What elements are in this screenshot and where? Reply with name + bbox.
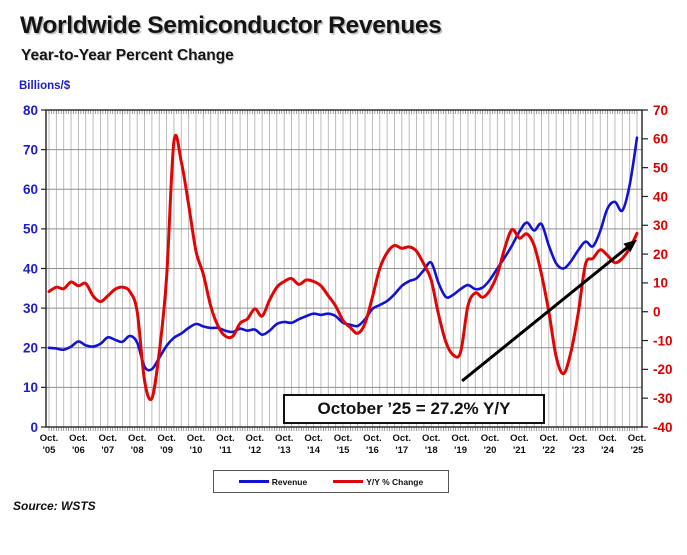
svg-text:Oct.: Oct.	[598, 433, 616, 444]
svg-text:60: 60	[653, 132, 668, 147]
annotation-callout-box: October ’25 = 27.2% Y/Y	[283, 394, 545, 424]
svg-text:80: 80	[23, 103, 38, 118]
svg-text:-20: -20	[653, 362, 673, 377]
yoy-line-swatch	[333, 480, 364, 483]
svg-text:'07: '07	[101, 445, 114, 456]
svg-text:'05: '05	[43, 445, 57, 456]
svg-text:10: 10	[653, 276, 668, 291]
svg-text:'21: '21	[513, 445, 527, 456]
svg-text:'20: '20	[484, 445, 497, 456]
chart-subtitle: Year-to-Year Percent Change	[21, 47, 234, 64]
svg-text:-30: -30	[653, 391, 673, 406]
svg-text:Oct.: Oct.	[451, 433, 469, 444]
svg-text:20: 20	[653, 247, 668, 262]
svg-text:50: 50	[653, 160, 668, 175]
x-axis-labels: Oct.'05Oct.'06Oct.'07Oct.'08Oct.'09Oct.'…	[40, 433, 646, 456]
svg-text:30: 30	[23, 301, 38, 316]
svg-text:70: 70	[653, 103, 668, 118]
svg-text:Oct.: Oct.	[363, 433, 381, 444]
svg-text:'25: '25	[631, 445, 645, 456]
svg-text:0: 0	[653, 305, 661, 320]
svg-text:Oct.: Oct.	[216, 433, 234, 444]
svg-text:Oct.: Oct.	[275, 433, 293, 444]
svg-text:60: 60	[23, 182, 38, 197]
svg-text:'06: '06	[72, 445, 85, 456]
left-axis-unit-label: Billions/$	[19, 80, 71, 92]
legend-label-revenue: Revenue	[271, 476, 308, 487]
svg-text:Oct.: Oct.	[69, 433, 87, 444]
svg-text:'15: '15	[337, 445, 351, 456]
svg-text:-40: -40	[653, 420, 673, 435]
svg-text:'09: '09	[160, 445, 173, 456]
svg-text:'08: '08	[131, 445, 144, 456]
chart-legend: Revenue Y/Y % Change	[213, 470, 449, 493]
svg-text:Oct.: Oct.	[569, 433, 587, 444]
svg-text:Oct.: Oct.	[304, 433, 322, 444]
svg-text:40: 40	[653, 189, 668, 204]
chart-title: Worldwide Semiconductor Revenues	[20, 12, 442, 39]
svg-text:70: 70	[23, 142, 38, 157]
legend-item-yoy-change: Y/Y % Change	[333, 477, 423, 487]
svg-text:-10: -10	[653, 333, 673, 348]
svg-text:'24: '24	[601, 445, 615, 456]
svg-text:'18: '18	[425, 445, 438, 456]
svg-text:Oct.: Oct.	[128, 433, 146, 444]
svg-text:Oct.: Oct.	[157, 433, 175, 444]
svg-text:50: 50	[23, 222, 38, 237]
svg-text:'14: '14	[307, 445, 321, 456]
svg-text:Oct.: Oct.	[510, 433, 528, 444]
source-attribution: Source: WSTS	[13, 499, 96, 513]
svg-text:'19: '19	[454, 445, 467, 456]
yoy-change-line	[47, 133, 639, 402]
svg-text:0: 0	[30, 420, 38, 435]
legend-item-revenue: Revenue	[238, 476, 308, 487]
svg-text:'13: '13	[278, 445, 291, 456]
svg-text:Oct.: Oct.	[187, 433, 205, 444]
horizontal-gridlines	[46, 149, 642, 388]
svg-text:Oct.: Oct.	[393, 433, 411, 444]
svg-text:Oct.: Oct.	[481, 433, 499, 444]
svg-text:40: 40	[23, 261, 38, 276]
svg-text:'12: '12	[248, 445, 261, 456]
revenue-line-swatch	[238, 480, 269, 483]
svg-text:'11: '11	[219, 445, 232, 456]
svg-text:Oct.: Oct.	[99, 433, 117, 444]
svg-text:Oct.: Oct.	[422, 433, 440, 444]
svg-text:'23: '23	[572, 445, 585, 456]
legend-label-yoy-change: Y/Y % Change	[366, 476, 424, 487]
svg-text:'10: '10	[190, 445, 203, 456]
svg-text:10: 10	[23, 380, 38, 395]
svg-text:Oct.: Oct.	[40, 433, 58, 444]
svg-text:Oct.: Oct.	[540, 433, 558, 444]
svg-text:Oct.: Oct.	[628, 433, 646, 444]
svg-text:20: 20	[23, 341, 38, 356]
svg-text:'22: '22	[542, 445, 555, 456]
svg-text:'16: '16	[366, 445, 379, 456]
svg-text:Oct.: Oct.	[246, 433, 264, 444]
svg-text:'17: '17	[395, 445, 408, 456]
left-axis-labels: 0 10 20 30 40 50 60 70 80	[23, 103, 46, 435]
right-axis-labels: -40 -30 -20 -10 0 10 20 30 40 50 60 70	[642, 103, 673, 435]
annotation-arrow	[461, 239, 637, 383]
svg-text:Oct.: Oct.	[334, 433, 352, 444]
svg-text:30: 30	[653, 218, 668, 233]
